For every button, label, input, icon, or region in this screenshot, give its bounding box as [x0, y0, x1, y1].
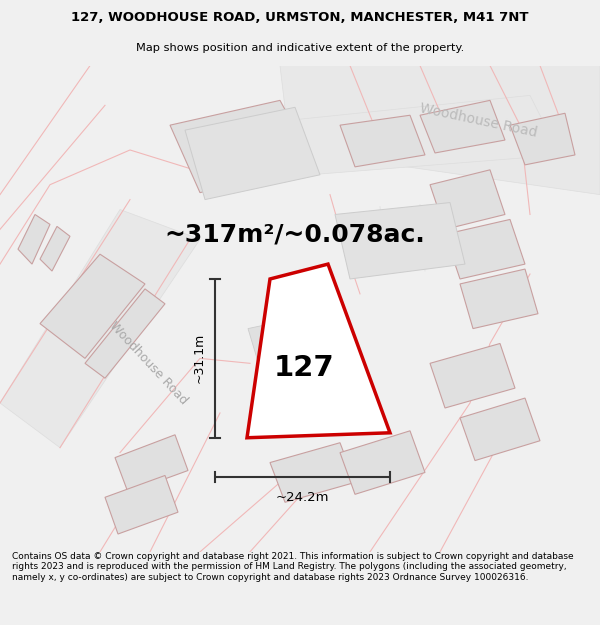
Polygon shape [340, 115, 425, 167]
Text: Woodhouse Road: Woodhouse Road [418, 101, 538, 139]
Polygon shape [430, 170, 505, 229]
Polygon shape [85, 289, 165, 378]
Polygon shape [170, 101, 315, 192]
Polygon shape [40, 254, 145, 358]
Polygon shape [247, 264, 390, 438]
Polygon shape [0, 209, 200, 448]
Polygon shape [115, 435, 188, 492]
Polygon shape [105, 476, 178, 534]
Text: 127, WOODHOUSE ROAD, URMSTON, MANCHESTER, M41 7NT: 127, WOODHOUSE ROAD, URMSTON, MANCHESTER… [71, 11, 529, 24]
Polygon shape [290, 96, 560, 175]
Text: Woodhouse Road: Woodhouse Road [106, 319, 190, 408]
Text: ~24.2m: ~24.2m [276, 491, 329, 504]
Polygon shape [335, 202, 465, 279]
Polygon shape [460, 269, 538, 329]
Polygon shape [445, 219, 525, 279]
Text: 127: 127 [274, 354, 334, 382]
Polygon shape [430, 344, 515, 408]
Text: Contains OS data © Crown copyright and database right 2021. This information is : Contains OS data © Crown copyright and d… [12, 552, 574, 582]
Text: Map shows position and indicative extent of the property.: Map shows position and indicative extent… [136, 43, 464, 53]
Polygon shape [40, 226, 70, 271]
Polygon shape [185, 107, 320, 199]
Text: ~31.1m: ~31.1m [193, 333, 205, 384]
Polygon shape [340, 431, 425, 494]
Polygon shape [280, 66, 600, 194]
Polygon shape [18, 214, 50, 264]
Polygon shape [420, 101, 505, 153]
Polygon shape [510, 113, 575, 165]
Polygon shape [270, 442, 355, 503]
Polygon shape [460, 398, 540, 461]
Polygon shape [248, 316, 320, 368]
Text: ~317m²/~0.078ac.: ~317m²/~0.078ac. [164, 222, 425, 246]
